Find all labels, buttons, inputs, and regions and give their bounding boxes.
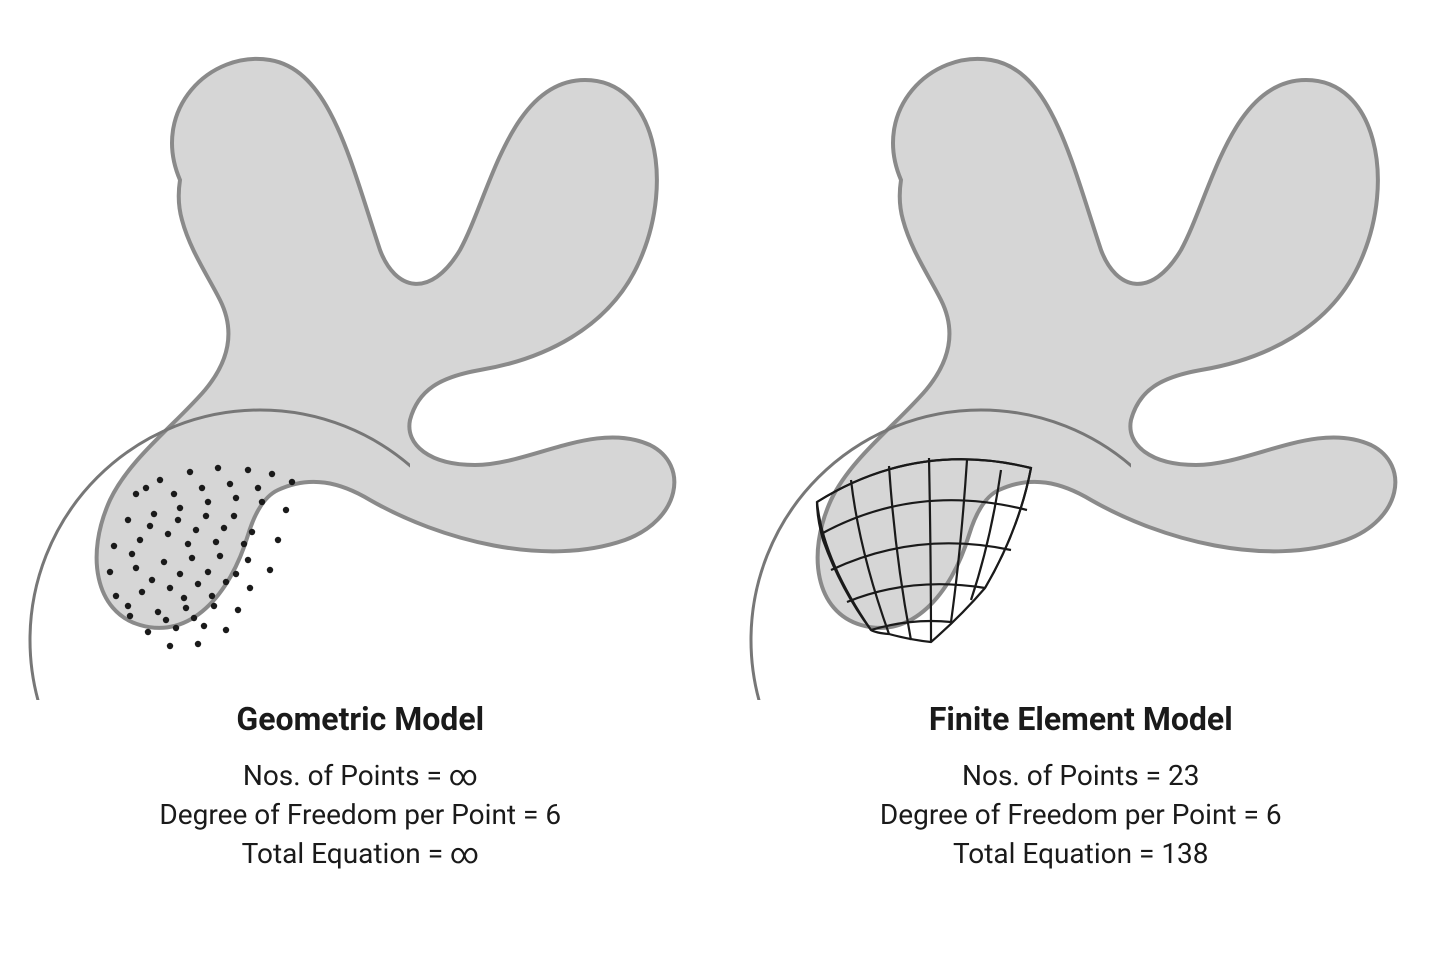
- continuum-dot: [227, 481, 233, 487]
- geometric-model-svg: [40, 20, 680, 660]
- continuum-dot: [137, 537, 143, 543]
- continuum-dot: [205, 499, 211, 505]
- continuum-dot: [125, 603, 131, 609]
- continuum-dot: [167, 643, 173, 649]
- blob-shape: [97, 59, 675, 628]
- diagram-container: Geometric Model Nos. of Points = ∞ Degre…: [0, 0, 1441, 960]
- continuum-dot: [173, 625, 179, 631]
- continuum-dot: [187, 469, 193, 475]
- continuum-dot: [203, 513, 209, 519]
- continuum-dot: [143, 485, 149, 491]
- continuum-dot: [145, 629, 151, 635]
- finite-element-model-line2: Degree of Freedom per Point = 6: [880, 795, 1282, 834]
- continuum-dot: [133, 491, 139, 497]
- finite-element-model-caption: Finite Element Model Nos. of Points = 23…: [880, 700, 1282, 874]
- finite-element-model-line1: Nos. of Points = 23: [880, 756, 1282, 795]
- continuum-dot: [231, 513, 237, 519]
- continuum-dot: [177, 571, 183, 577]
- continuum-dot: [223, 579, 229, 585]
- continuum-dot: [241, 541, 247, 547]
- continuum-dot: [223, 627, 229, 633]
- continuum-dot: [245, 557, 251, 563]
- continuum-dot: [161, 559, 167, 565]
- continuum-dot: [175, 517, 181, 523]
- continuum-dot: [157, 477, 163, 483]
- continuum-dot: [133, 565, 139, 571]
- continuum-dot: [201, 623, 207, 629]
- continuum-dot: [259, 499, 265, 505]
- continuum-dot: [129, 551, 135, 557]
- geometric-model-caption: Geometric Model Nos. of Points = ∞ Degre…: [159, 700, 561, 874]
- continuum-dot: [233, 571, 239, 577]
- finite-element-model-figure: [761, 20, 1401, 660]
- finite-element-model-line3: Total Equation = 138: [880, 834, 1282, 873]
- continuum-dot: [233, 495, 239, 501]
- continuum-dot: [111, 543, 117, 549]
- continuum-dot: [177, 505, 183, 511]
- continuum-dot: [113, 593, 119, 599]
- continuum-dot: [211, 603, 217, 609]
- continuum-dot: [213, 539, 219, 545]
- continuum-dot: [249, 529, 255, 535]
- continuum-dot: [245, 467, 251, 473]
- continuum-dot: [149, 577, 155, 583]
- finite-element-model-title: Finite Element Model: [880, 700, 1282, 738]
- geometric-model-line2: Degree of Freedom per Point = 6: [159, 795, 561, 834]
- geometric-model-title: Geometric Model: [159, 700, 561, 738]
- continuum-dot: [181, 595, 187, 601]
- geometric-model-figure: [40, 20, 680, 660]
- continuum-dot: [205, 569, 211, 575]
- continuum-dot: [255, 485, 261, 491]
- continuum-dot: [189, 555, 195, 561]
- continuum-dot: [267, 567, 273, 573]
- continuum-dot: [217, 553, 223, 559]
- continuum-dot: [269, 471, 275, 477]
- finite-element-model-svg: [761, 20, 1401, 660]
- geometric-model-line1: Nos. of Points = ∞: [159, 756, 561, 795]
- continuum-dot: [193, 527, 199, 533]
- continuum-dot: [155, 609, 161, 615]
- continuum-dot: [215, 465, 221, 471]
- continuum-dot: [185, 541, 191, 547]
- blob-shape: [817, 59, 1395, 628]
- continuum-dot: [125, 517, 131, 523]
- geometric-model-line3: Total Equation = ∞: [159, 834, 561, 873]
- continuum-dot: [191, 615, 197, 621]
- continuum-dot: [127, 613, 133, 619]
- continuum-dot: [283, 507, 289, 513]
- continuum-dot: [151, 511, 157, 517]
- geometric-model-panel: Geometric Model Nos. of Points = ∞ Degre…: [20, 20, 700, 874]
- continuum-dot: [209, 593, 215, 599]
- continuum-dot: [235, 607, 241, 613]
- continuum-dot: [183, 605, 189, 611]
- continuum-dot: [171, 491, 177, 497]
- continuum-dot: [147, 523, 153, 529]
- continuum-dot: [139, 589, 145, 595]
- continuum-dot: [275, 537, 281, 543]
- continuum-dot: [165, 531, 171, 537]
- continuum-dot: [107, 569, 113, 575]
- continuum-dot: [167, 585, 173, 591]
- continuum-dot: [247, 585, 253, 591]
- continuum-dot: [163, 617, 169, 623]
- continuum-dot: [289, 479, 295, 485]
- continuum-dot: [199, 485, 205, 491]
- continuum-dot: [221, 525, 227, 531]
- finite-element-model-panel: Finite Element Model Nos. of Points = 23…: [741, 20, 1421, 874]
- continuum-dot: [195, 641, 201, 647]
- continuum-dot: [195, 581, 201, 587]
